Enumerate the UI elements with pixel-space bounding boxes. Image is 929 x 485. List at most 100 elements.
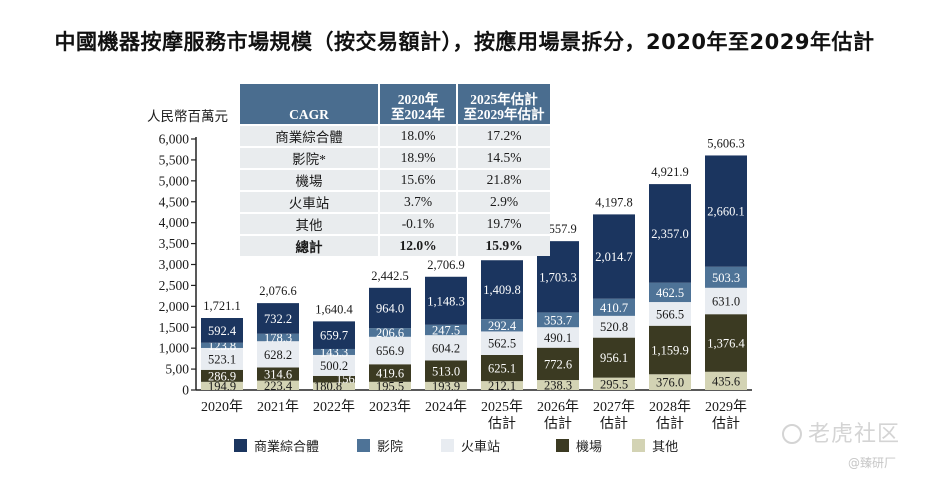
data-label: 566.5 (656, 307, 684, 321)
bar-segment (313, 321, 355, 349)
cagr-row: 總計 12.0% 15.9% (240, 234, 550, 256)
bar-segment (201, 342, 243, 348)
total-label: 2,706.9 (427, 258, 465, 272)
x-tick-label: 2028年 (649, 399, 691, 415)
data-label: 286.9 (208, 369, 236, 383)
y-tick-label: 5,00 (165, 362, 189, 377)
data-label: 247.5 (432, 323, 460, 337)
cagr-header-text: 至2029年估計 (463, 107, 545, 122)
bar-segment (481, 354, 523, 382)
legend-swatch (632, 439, 646, 452)
total-label: 4,197.8 (595, 195, 633, 209)
x-tick-label: 2025年 (481, 399, 523, 415)
bar-segment (369, 364, 411, 382)
bar-segment (537, 327, 579, 348)
data-label: 212.1 (488, 379, 516, 393)
data-label: 419.6 (376, 367, 404, 381)
cagr-value-2025-2029: 15.9% (457, 234, 550, 256)
total-label: 2,442.5 (371, 269, 409, 283)
x-tick-label: 2029年 (705, 399, 747, 415)
cagr-value-2020-2024: 18.0% (379, 124, 458, 147)
bar-segment (481, 381, 523, 390)
cagr-value-2020-2024: 15.6% (379, 168, 458, 191)
y-tick-label: 2,500 (159, 278, 190, 293)
data-label: 223.4 (264, 379, 293, 393)
x-tick-label: 估計 (488, 416, 516, 432)
legend-swatch (556, 439, 570, 452)
bar-segment (537, 312, 579, 328)
cagr-row: 機場 15.6% 21.8% (240, 168, 550, 191)
total-label: 1,721.1 (203, 299, 241, 313)
bar-segment (257, 333, 299, 342)
cagr-value-2025-2029: 2.9% (457, 190, 550, 213)
data-label: 956.1 (600, 351, 628, 365)
data-label: 490.1 (544, 331, 572, 345)
bar-segment (593, 337, 635, 378)
x-tick-label: 2021年 (257, 399, 299, 415)
bar-segment (481, 260, 523, 320)
cagr-header-period2: 2025年估計 至2029年估計 (457, 84, 550, 125)
y-tick-label: 5,000 (159, 173, 190, 188)
bar-segment (705, 371, 747, 390)
cagr-value-2020-2024: 18.9% (379, 146, 458, 169)
x-tick-label: 2020年 (201, 399, 243, 415)
y-axis-title: 人民幣百萬元 (147, 109, 228, 125)
data-label: 1,148.3 (427, 294, 465, 308)
cagr-row: 火車站 3.7% 2.9% (240, 190, 550, 213)
data-label: 410.7 (600, 301, 628, 315)
y-tick-label: 1,000 (159, 341, 190, 356)
y-tick-label: 5,500 (159, 152, 190, 167)
data-label: 732.2 (264, 312, 292, 326)
bar-segment (313, 354, 355, 376)
bar-segment (313, 375, 355, 383)
data-label: 194.9 (208, 379, 236, 393)
bar-segment (257, 380, 299, 390)
total-label: 4,921.9 (651, 165, 689, 179)
bar-segment (649, 282, 691, 303)
data-label: 462.5 (656, 286, 684, 300)
bar-segment (369, 381, 411, 390)
x-tick-label: 2027年 (593, 399, 635, 415)
data-label: 195.5 (376, 379, 404, 393)
chart-legend: 商業綜合體 影院 火車站 機場 其他 (234, 436, 678, 455)
cagr-row: 其他 -0.1% 19.7% (240, 212, 550, 235)
data-label: 500.2 (320, 359, 348, 373)
bar-segment (593, 315, 635, 338)
bar-segment (593, 298, 635, 316)
y-tick-label: 3,000 (159, 257, 190, 272)
data-label: 206.6 (376, 326, 404, 340)
cagr-value-2020-2024: 12.0% (379, 234, 458, 256)
data-label: 435.6 (712, 374, 740, 388)
bar-segment (537, 347, 579, 381)
x-tick-label: 估計 (712, 416, 740, 432)
cagr-table: CAGR 2020年 至2024年 2025年估計 至2029年估計 商業綜合體 18… (240, 84, 550, 256)
legend-item-train-station: 火車站 (441, 436, 500, 455)
data-label: 592.4 (208, 324, 237, 338)
data-label: 238.3 (544, 379, 572, 393)
bar-segment (705, 155, 747, 267)
bar-segment (425, 335, 467, 361)
watermark-text: 老虎社区 (808, 422, 901, 447)
bar-segment (257, 367, 299, 381)
data-label: 964.0 (376, 301, 404, 315)
cagr-header-row: CAGR 2020年 至2024年 2025年估計 至2029年估計 (240, 84, 550, 125)
cagr-row-label: 影院* (240, 146, 380, 169)
data-label: 193.9 (432, 379, 460, 393)
y-tick-label: 6,000 (159, 132, 190, 147)
legend-item-airport: 機場 (556, 436, 602, 455)
data-label: 523.1 (208, 352, 236, 366)
data-label: 1,159.9 (651, 344, 689, 358)
cagr-row-label: 商業綜合體 (240, 124, 380, 147)
bar-segment (481, 331, 523, 355)
y-tick-label: 2,000 (159, 299, 190, 314)
cagr-row-label: 火車站 (240, 190, 380, 213)
bar-segment (369, 328, 411, 337)
data-label: 295.5 (600, 377, 628, 391)
legend-label: 其他 (652, 440, 679, 455)
cagr-row-label: 機場 (240, 168, 380, 191)
data-label: 604.2 (432, 341, 460, 355)
data-label: 2,660.1 (707, 205, 745, 219)
bar-segment (201, 318, 243, 343)
bar-segment (425, 324, 467, 336)
